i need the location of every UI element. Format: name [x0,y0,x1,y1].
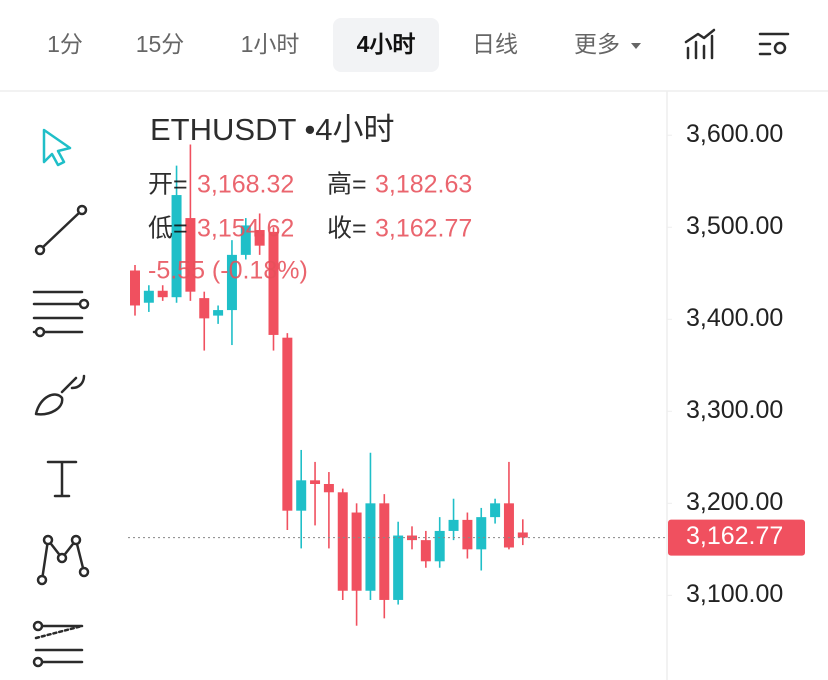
drawing-toolbar [32,128,90,668]
candle-body [490,503,501,518]
y-tick-label: 3,600.00 [686,120,783,148]
candle-body [351,512,362,591]
candle-body [393,535,404,600]
legend-change: -5.55 (-0.18%) [148,257,308,285]
y-tick-label: 3,500.00 [686,212,783,240]
legend-value: 3,154.62 [197,215,294,243]
cursor-tool[interactable] [42,128,72,167]
tab[interactable]: 更多 [574,31,620,57]
tab-highlight [333,18,439,72]
candle-body [199,298,210,319]
last-price-box [668,519,805,556]
last-price-label: 3,162.77 [686,522,783,550]
parallel-lines-tool[interactable] [32,290,90,338]
legend-label: 低= [148,215,188,243]
fib-tool[interactable] [32,620,84,668]
candle-body [407,535,417,541]
candle-body [337,492,348,591]
candle-body [268,231,279,335]
candle-body [213,310,224,316]
candle-body [185,218,196,292]
tab[interactable]: 日线 [472,31,518,57]
candle-body [503,503,514,548]
candle-body [462,519,473,550]
candle-body [282,337,293,511]
y-tick-label: 3,100.00 [686,580,783,608]
legend-value: 3,168.32 [197,171,294,199]
candle-body [310,480,321,484]
candle-body [379,503,390,600]
candle-body [157,290,168,298]
settings-icon[interactable] [758,32,790,56]
timeframe-tabs: 1分 15分 1小时 4小时 日线 更多 [47,18,641,72]
candle-body [476,517,487,550]
candle-body [517,532,528,538]
tab[interactable]: 1小时 [241,31,300,57]
y-tick-label: 3,300.00 [686,396,783,424]
brush-tool[interactable] [34,374,86,416]
text-tool[interactable] [46,460,78,498]
legend-value: 3,182.63 [375,171,472,199]
tab[interactable]: 1分 [47,31,83,57]
dropdown-arrow [631,43,641,49]
candle-body [143,290,154,303]
candle-body [296,480,307,511]
price-axis: 3,600.00 3,500.00 3,400.00 3,300.00 3,200.00… [667,120,805,608]
y-tick-label: 3,200.00 [686,488,783,516]
candle-body [365,503,376,591]
tab[interactable]: 4小时 [357,31,416,57]
candlestick-plot [128,144,667,626]
candle-body [226,254,237,311]
legend-label: 收= [327,215,367,243]
legend-label: 开= [148,171,188,199]
candle-body [448,519,459,531]
candle-body [323,484,334,493]
candle-body [434,530,445,562]
legend-value: 3,162.77 [375,215,472,243]
candle-body [240,225,251,255]
candle-body [420,540,431,562]
indicator-icon[interactable] [684,28,716,60]
chart-title: ETHUSDT •4小时 [150,112,395,147]
candle-body [171,195,182,298]
tab[interactable]: 15分 [136,31,185,57]
candle-body [130,270,140,306]
legend-label: 高= [327,171,367,199]
chart-legend: ETHUSDT •4小时 开= 3,168.32 高= 3,182.63 低= … [148,112,472,284]
pattern-tool[interactable] [36,534,90,586]
y-tick-label: 3,400.00 [686,304,783,332]
line-tool[interactable] [34,204,88,256]
candle-body [254,230,265,246]
